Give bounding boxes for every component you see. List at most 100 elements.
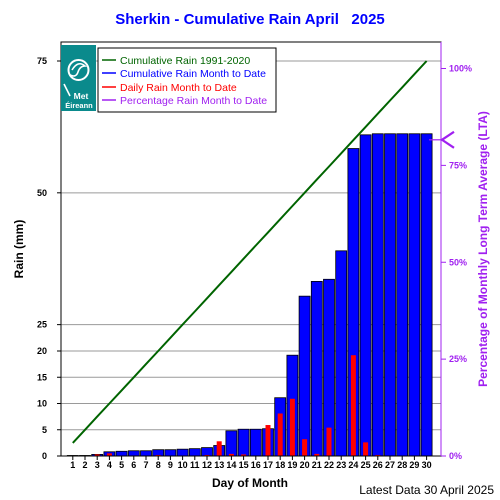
cumulative-bar xyxy=(408,133,421,457)
gridlines xyxy=(61,60,441,431)
x-tick-label: 30 xyxy=(422,460,432,470)
daily-bar xyxy=(277,413,283,456)
x-tick-label: 12 xyxy=(202,460,212,470)
x-tick-label: 16 xyxy=(251,460,261,470)
cumulative-bars xyxy=(66,133,433,457)
cumulative-bar xyxy=(420,133,433,457)
x-tick-label: 7 xyxy=(143,460,148,470)
legend-label-cumulative: Cumulative Rain Month to Date xyxy=(120,68,266,80)
x-tick-label: 29 xyxy=(409,460,419,470)
x-tick-label: 18 xyxy=(275,460,285,470)
cumulative-bar xyxy=(359,134,372,457)
cumulative-bar xyxy=(249,428,262,457)
x-tick-label: 3 xyxy=(95,460,100,470)
x-tick-label: 20 xyxy=(300,460,310,470)
lta-line xyxy=(72,60,428,444)
daily-bars xyxy=(94,355,381,456)
cumulative-bar xyxy=(310,281,323,457)
daily-bar xyxy=(241,454,247,456)
x-tick-label: 22 xyxy=(324,460,334,470)
cumulative-bar xyxy=(176,448,189,457)
x-tick-label: 2 xyxy=(82,460,87,470)
daily-bar xyxy=(94,454,100,456)
daily-bar xyxy=(314,453,320,456)
daily-bar xyxy=(106,453,112,456)
cumulative-bar xyxy=(298,295,311,457)
legend-label-lta: Cumulative Rain 1991-2020 xyxy=(120,55,250,67)
percentage-marker-group xyxy=(429,130,455,149)
cumulative-bar xyxy=(396,133,409,457)
chart-title: Sherkin - Cumulative Rain April 2025 xyxy=(115,11,385,28)
x-tick-label: 28 xyxy=(397,460,407,470)
logo-line1: Met xyxy=(74,91,89,101)
cumulative-bar xyxy=(115,450,128,457)
y-tick-label: 5 xyxy=(42,425,47,435)
x-tick-label: 9 xyxy=(168,460,173,470)
percentage-marker xyxy=(440,130,455,149)
cumulative-bar xyxy=(188,448,201,457)
daily-bar xyxy=(216,441,222,456)
logo-line2: Éireann xyxy=(65,101,93,110)
x-tick-label: 24 xyxy=(348,460,358,470)
y-axis-ticks: 0 5 10 15 20 25 50 75 xyxy=(37,56,61,461)
x-tick-label: 26 xyxy=(373,460,383,470)
x-tick-label: 1 xyxy=(70,460,75,470)
legend-label-percentage: Percentage Rain Month to Date xyxy=(120,95,267,107)
daily-bar xyxy=(363,442,369,456)
x-tick-label: 8 xyxy=(156,460,161,470)
y-tick-label: 25 xyxy=(37,320,47,330)
daily-bar xyxy=(228,453,234,456)
cumulative-bar xyxy=(335,250,348,457)
latest-data-note: Latest Data 30 April 2025 xyxy=(359,483,494,497)
y2-tick-label: 25% xyxy=(449,354,467,364)
y2-axis-ticks: 0% 25% 50% 75% 100% xyxy=(441,64,472,461)
lta-line-group xyxy=(72,60,428,444)
daily-bar xyxy=(375,454,381,456)
daily-bar xyxy=(350,355,356,456)
x-tick-label: 6 xyxy=(131,460,136,470)
y-tick-label: 50 xyxy=(37,188,47,198)
y-tick-label: 10 xyxy=(37,399,47,409)
x-tick-label: 27 xyxy=(385,460,395,470)
cumulative-bar xyxy=(164,449,177,457)
cumulative-bar xyxy=(201,447,213,457)
legend: Cumulative Rain 1991-2020 Cumulative Rai… xyxy=(97,47,277,113)
x-tick-label: 15 xyxy=(239,460,249,470)
cumulative-bar xyxy=(371,133,384,457)
x-tick-label: 11 xyxy=(190,460,200,470)
cumulative-bar xyxy=(384,133,396,457)
daily-bar xyxy=(155,454,161,456)
y-tick-label: 75 xyxy=(37,56,47,66)
daily-bar xyxy=(289,398,295,456)
y2-tick-label: 50% xyxy=(449,257,467,267)
x-tick-label: 25 xyxy=(361,460,371,470)
x-tick-label: 10 xyxy=(178,460,188,470)
legend-label-daily: Daily Rain Month to Date xyxy=(120,82,237,94)
daily-bar xyxy=(204,454,210,456)
y-tick-label: 20 xyxy=(37,346,47,356)
daily-bar xyxy=(302,439,308,456)
x-tick-label: 17 xyxy=(263,460,273,470)
x-tick-label: 13 xyxy=(214,460,224,470)
x-tick-label: 4 xyxy=(107,460,112,470)
x-tick-label: 21 xyxy=(312,460,322,470)
y2-tick-label: 100% xyxy=(449,64,472,74)
legend-box xyxy=(97,47,277,113)
cumulative-bar xyxy=(127,450,140,457)
x-tick-label: 14 xyxy=(226,460,236,470)
y-tick-label: 15 xyxy=(37,372,47,382)
met-eireann-logo: Met Éireann xyxy=(61,45,96,111)
x-tick-label: 23 xyxy=(336,460,346,470)
y2-tick-label: 0% xyxy=(449,451,462,461)
x-tick-label: 5 xyxy=(119,460,124,470)
y2-tick-label: 75% xyxy=(449,160,467,170)
x-axis-ticks: 1 2 3 4 5 6 7 8 9 10 11 12 13 14 15 16 17 18 19 20 21 22 23 24 2… xyxy=(70,456,432,470)
y-axis-label: Rain (mm) xyxy=(12,220,26,279)
cumulative-bar xyxy=(140,450,152,457)
daily-bar xyxy=(265,425,271,456)
cumulative-bar xyxy=(225,430,238,457)
daily-bar xyxy=(326,427,332,456)
x-axis-label: Day of Month xyxy=(212,476,288,490)
y-tick-label: 0 xyxy=(42,451,47,461)
